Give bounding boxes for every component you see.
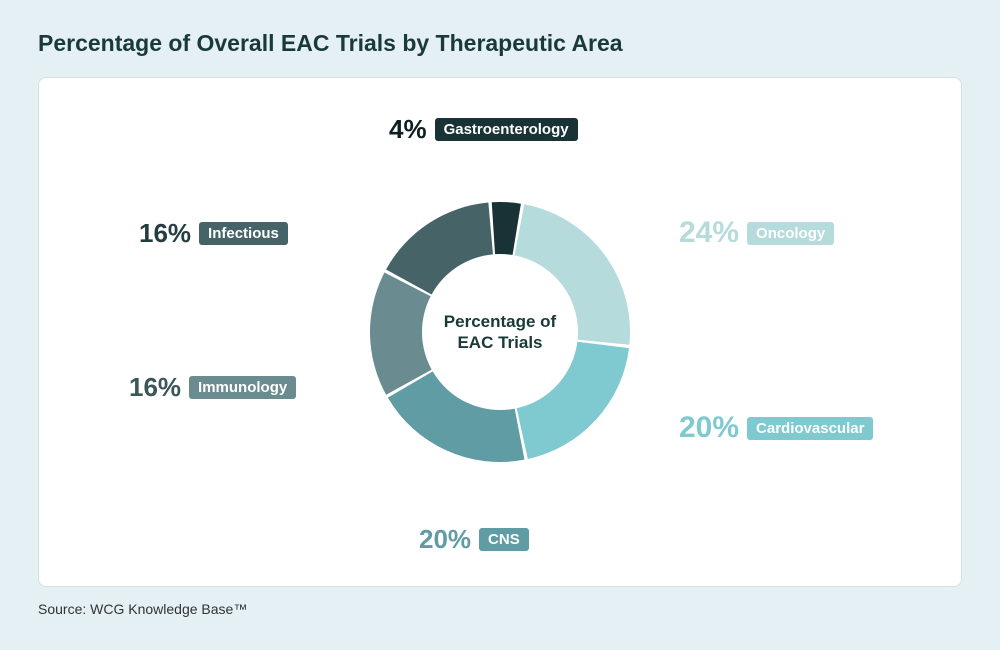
- callout-pct-cns: 20%: [419, 524, 471, 555]
- slice-cns: [388, 371, 525, 462]
- callout-tag-cns: CNS: [479, 528, 529, 551]
- callout-tag-gastroenterology: Gastroenterology: [435, 118, 578, 141]
- callout-pct-oncology: 24%: [679, 216, 739, 250]
- source-prefix: Source:: [38, 601, 90, 617]
- callout-tag-oncology: Oncology: [747, 222, 834, 245]
- callout-pct-cardiovascular: 20%: [679, 411, 739, 445]
- callout-oncology: 24% Oncology: [679, 216, 834, 250]
- callout-tag-infectious: Infectious: [199, 222, 288, 245]
- callout-tag-immunology: Immunology: [189, 376, 296, 399]
- slice-infectious: [386, 203, 493, 295]
- callout-pct-gastroenterology: 4%: [389, 114, 427, 145]
- callout-gastroenterology: 4% Gastroenterology: [389, 114, 578, 145]
- callout-immunology: 16% Immunology: [129, 372, 296, 403]
- callout-pct-infectious: 16%: [139, 218, 191, 249]
- chart-card: Percentage of EAC Trials 24% Oncology 20% C…: [38, 77, 962, 587]
- slice-cardiovascular: [517, 342, 629, 459]
- callout-cardiovascular: 20% Cardiovascular: [679, 411, 873, 445]
- donut-center-label: Percentage of EAC Trials: [430, 311, 570, 354]
- callout-infectious: 16% Infectious: [139, 218, 288, 249]
- chart-title: Percentage of Overall EAC Trials by Ther…: [38, 30, 962, 57]
- callout-tag-cardiovascular: Cardiovascular: [747, 417, 873, 440]
- callout-pct-immunology: 16%: [129, 372, 181, 403]
- callout-cns: 20% CNS: [419, 524, 529, 555]
- slice-immunology: [370, 272, 432, 394]
- source-line: Source: WCG Knowledge Base™: [38, 601, 962, 617]
- donut-chart: Percentage of EAC Trials: [370, 202, 630, 462]
- source-text: WCG Knowledge Base™: [90, 601, 247, 617]
